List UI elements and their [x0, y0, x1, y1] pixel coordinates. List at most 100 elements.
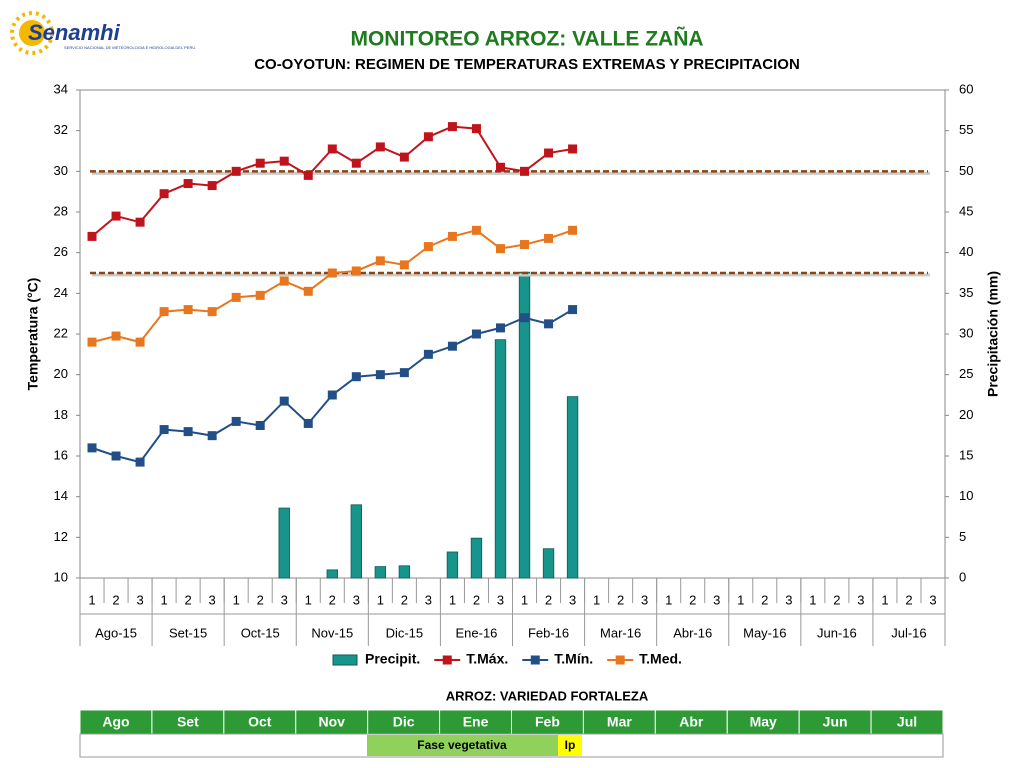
series-marker — [231, 292, 241, 302]
legend-swatch — [530, 655, 540, 665]
series-marker — [327, 390, 337, 400]
precip-bar — [446, 551, 459, 579]
x-tick-label: 1 — [377, 592, 384, 607]
phase-ip — [558, 735, 582, 756]
x-tick-label: 2 — [185, 592, 192, 607]
month-label: Mar-16 — [600, 625, 641, 640]
y2-tick-label: 30 — [959, 325, 973, 340]
series-marker — [87, 231, 97, 241]
legend-swatch — [442, 655, 452, 665]
x-tick-label: 2 — [112, 592, 119, 607]
y2-tick-label: 15 — [959, 447, 973, 462]
y-tick-label: 18 — [54, 407, 68, 422]
phase-table: Ago Set Oct Nov Dic Ene Feb Mar Abr May Jun Jul Fase… — [79, 709, 944, 758]
x-tick-label: 1 — [737, 592, 744, 607]
x-tick-label: 1 — [665, 592, 672, 607]
logo-sun — [19, 20, 45, 46]
series-marker — [423, 242, 433, 252]
series-marker — [303, 170, 313, 180]
y2-tick-label: 5 — [959, 529, 966, 544]
logo: Senamhi SERVICIO NACIONAL DE METEOROLOGI… — [10, 11, 195, 55]
month-cell — [870, 709, 944, 735]
series-marker — [111, 331, 121, 341]
series-marker — [135, 217, 145, 227]
month-label: Feb-16 — [528, 625, 569, 640]
y2-tick-label: 0 — [959, 569, 966, 584]
x-tick-label: 3 — [353, 592, 360, 607]
y-tick-label: 14 — [54, 488, 68, 503]
y2-tick-label: 40 — [959, 244, 973, 259]
month-label: Set-15 — [169, 625, 207, 640]
x-tick-label: 1 — [809, 592, 816, 607]
month-label: Oct-15 — [241, 625, 280, 640]
series-marker — [183, 305, 193, 315]
x-tick-label: 2 — [617, 592, 624, 607]
series-marker — [111, 211, 121, 221]
x-tick-label: 1 — [160, 592, 167, 607]
plot-frame — [79, 89, 946, 579]
month-cell-label: Jul — [897, 714, 917, 730]
x-tick-label: 3 — [136, 592, 143, 607]
precip-bar — [470, 537, 483, 579]
y2-tick-label: 55 — [959, 122, 973, 137]
series-marker — [255, 158, 265, 168]
phase-label: Fase vegetativa — [417, 738, 507, 752]
legend-label: T.Máx. — [466, 651, 508, 667]
y2-tick-label: 35 — [959, 285, 973, 300]
series-marker — [471, 225, 481, 235]
series-marker — [351, 372, 361, 382]
precip-bar — [494, 339, 507, 579]
month-cell-label: Abr — [679, 714, 704, 730]
month-cell-label: May — [750, 714, 777, 730]
precip-bar — [374, 566, 387, 579]
month-label: Jul-16 — [891, 625, 926, 640]
legend-swatch — [332, 654, 358, 666]
month-label: Ene-16 — [455, 625, 497, 640]
month-cell-label: Mar — [607, 714, 632, 730]
x-tick-label: 1 — [449, 592, 456, 607]
series-marker — [399, 152, 409, 162]
legend-label: Precipit. — [365, 651, 420, 667]
series-marker — [520, 313, 530, 323]
precip-bar — [278, 507, 290, 579]
series-marker — [471, 124, 481, 134]
precip-bar — [398, 565, 411, 579]
month-cell-label: Set — [177, 714, 199, 730]
series-marker — [279, 276, 289, 286]
y-tick-label: 30 — [54, 163, 68, 178]
series-marker — [375, 142, 385, 152]
y-tick-label: 24 — [54, 285, 68, 300]
series-marker — [279, 156, 289, 166]
series-marker — [375, 370, 385, 380]
y2-tick-label: 50 — [959, 163, 973, 178]
series-marker — [231, 166, 241, 176]
x-tick-label: 2 — [761, 592, 768, 607]
y-tick-label: 22 — [54, 325, 68, 340]
series-marker — [207, 181, 217, 191]
series-marker — [423, 132, 433, 142]
y2-axis-label: Precipitación (mm) — [985, 271, 1001, 397]
x-tick-label: 3 — [569, 592, 576, 607]
series-marker — [568, 305, 578, 315]
x-tick-label: 1 — [305, 592, 312, 607]
x-tick-label: 3 — [641, 592, 648, 607]
series-marker — [375, 256, 385, 266]
month-cell-label: Oct — [248, 714, 272, 730]
x-tick-label: 1 — [881, 592, 888, 607]
series-marker — [447, 122, 457, 132]
month-cell — [654, 709, 728, 735]
x-tick-label: 3 — [929, 592, 936, 607]
x-tick-label: 1 — [88, 592, 95, 607]
x-tick-label: 2 — [257, 592, 264, 607]
legend-label: T.Mín. — [554, 651, 593, 667]
series-marker — [231, 416, 241, 426]
x-tick-label: 3 — [209, 592, 216, 607]
x-tick-label: 1 — [233, 592, 240, 607]
series-marker — [159, 189, 169, 199]
y-tick-label: 12 — [54, 529, 68, 544]
series-marker — [544, 319, 554, 329]
x-tick-label: 2 — [833, 592, 840, 607]
series-marker — [399, 368, 409, 378]
x-tick-label: 2 — [473, 592, 480, 607]
